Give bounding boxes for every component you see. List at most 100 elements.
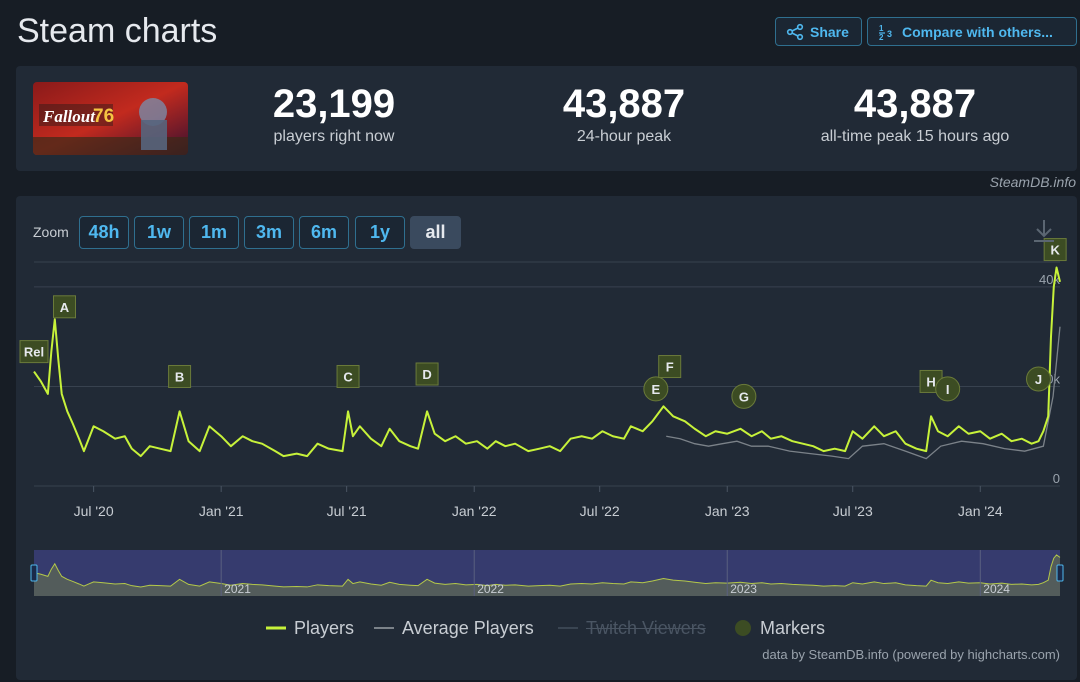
x-tick-label: Jul '21 — [327, 503, 367, 519]
marker-label: C — [343, 369, 353, 384]
marker-d: D — [415, 362, 439, 386]
marker-label: E — [652, 382, 661, 397]
marker-g: G — [731, 383, 757, 409]
marker-shape — [935, 376, 961, 402]
compare-label: Compare with others... — [902, 23, 1053, 40]
navigator-year-label: 2024 — [983, 582, 1010, 596]
marker-e: E — [643, 376, 669, 402]
game-header-image[interactable]: Fallout 76 — [33, 82, 188, 155]
legend-average-label: Average Players — [402, 617, 534, 638]
share-label: Share — [810, 23, 849, 40]
stats-panel: Fallout 76 23,199 players right now 43,8… — [16, 66, 1077, 171]
zoom-1y-button[interactable]: 1y — [355, 216, 405, 249]
y-tick-label: 0 — [1053, 471, 1060, 486]
average-players-line — [666, 326, 1061, 460]
marker-label: B — [175, 369, 184, 384]
marker-shape — [658, 355, 682, 379]
zoom-48h-button[interactable]: 48h — [79, 216, 129, 249]
marker-b: B — [168, 364, 192, 388]
players-swatch-icon — [266, 626, 286, 630]
markers-swatch-icon — [735, 620, 751, 636]
stat-alltime-peak: 43,887 all-time peak 15 hours ago — [795, 82, 1035, 146]
current-players-label: players right now — [273, 128, 395, 145]
legend-markers[interactable]: Markers — [734, 616, 825, 640]
compare-button[interactable]: 1 2 3 Compare with others... — [867, 17, 1077, 46]
current-players-value: 23,199 — [272, 82, 396, 126]
marker-label: Rel — [24, 345, 44, 360]
marker-shape — [643, 376, 669, 402]
marker-shape — [1043, 238, 1067, 262]
players-line — [33, 266, 1061, 458]
svg-text:Fallout: Fallout — [42, 107, 96, 126]
footer-attribution[interactable]: data by SteamDB.info (powered by highcha… — [762, 647, 1060, 662]
marker-label: J — [1035, 372, 1042, 387]
navigator-year-label: 2021 — [224, 582, 251, 596]
zoom-label: Zoom — [33, 224, 69, 240]
legend-markers-label: Markers — [760, 617, 826, 638]
marker-label: D — [422, 367, 431, 382]
download-icon[interactable] — [1032, 218, 1056, 244]
alltime-label: all-time peak 15 hours ago — [820, 128, 1010, 145]
svg-text:3: 3 — [887, 29, 892, 39]
x-tick-label: Jan '24 — [958, 503, 1003, 519]
legend-twitch-viewers[interactable]: Twitch Viewers — [558, 616, 706, 640]
marker-label: H — [926, 374, 935, 389]
x-tick-label: Jan '23 — [705, 503, 750, 519]
marker-shape — [19, 340, 49, 364]
alltime-value: 43,887 — [853, 82, 977, 126]
zoom-3m-button[interactable]: 3m — [244, 216, 294, 249]
legend-players-label: Players — [294, 617, 355, 638]
marker-label: K — [1050, 243, 1060, 258]
twitch-swatch-icon — [558, 627, 578, 629]
legend-average-players[interactable]: Average Players — [374, 616, 534, 640]
marker-c: C — [336, 364, 360, 388]
marker-shape — [415, 362, 439, 386]
svg-text:76: 76 — [93, 106, 114, 127]
marker-k: K — [1043, 238, 1067, 262]
marker-i: I — [935, 376, 961, 402]
fraction-icon: 1 2 3 — [879, 24, 892, 41]
marker-rel: Rel — [19, 340, 49, 364]
game-logo: Fallout 76 — [33, 82, 188, 155]
share-button[interactable]: Share — [775, 17, 862, 46]
marker-shape — [168, 364, 192, 388]
share-icon — [786, 23, 804, 40]
marker-shape — [1026, 366, 1052, 392]
navigator-area — [34, 554, 1060, 596]
zoom-1w-button[interactable]: 1w — [134, 216, 184, 249]
x-tick-label: Jan '21 — [199, 503, 244, 519]
navigator-line — [33, 554, 1061, 588]
average-swatch-icon — [374, 627, 394, 629]
marker-j: J — [1026, 366, 1052, 392]
navigator-right-handle[interactable] — [1056, 564, 1064, 582]
marker-shape — [336, 364, 360, 388]
x-tick-label: Jul '22 — [580, 503, 620, 519]
marker-label: F — [666, 360, 674, 375]
marker-label: A — [60, 300, 70, 315]
navigator-year-label: 2023 — [730, 582, 757, 596]
steamdb-attribution[interactable]: SteamDB.info — [989, 174, 1076, 190]
legend-twitch-label: Twitch Viewers — [586, 617, 706, 638]
zoom-1m-button[interactable]: 1m — [189, 216, 239, 249]
marker-label: I — [946, 382, 950, 397]
peak24-value: 43,887 — [562, 82, 686, 126]
zoom-6m-button[interactable]: 6m — [299, 216, 349, 249]
zoom-all-button[interactable]: all — [410, 216, 461, 249]
marker-label: G — [739, 389, 749, 404]
stat-24h-peak: 43,887 24-hour peak — [524, 82, 724, 146]
navigator-window — [34, 550, 1060, 596]
x-tick-label: Jan '22 — [452, 503, 497, 519]
marker-f: F — [658, 355, 682, 379]
marker-a: A — [53, 295, 77, 319]
stat-current: 23,199 players right now — [234, 82, 434, 146]
marker-shape — [53, 295, 77, 319]
x-tick-label: Jul '20 — [74, 503, 114, 519]
legend-players[interactable]: Players — [266, 616, 354, 640]
navigator-left-handle[interactable] — [30, 564, 38, 582]
marker-shape — [731, 383, 757, 409]
x-tick-label: Jul '23 — [833, 503, 873, 519]
navigator-year-label: 2022 — [477, 582, 504, 596]
svg-text:2: 2 — [879, 33, 884, 41]
